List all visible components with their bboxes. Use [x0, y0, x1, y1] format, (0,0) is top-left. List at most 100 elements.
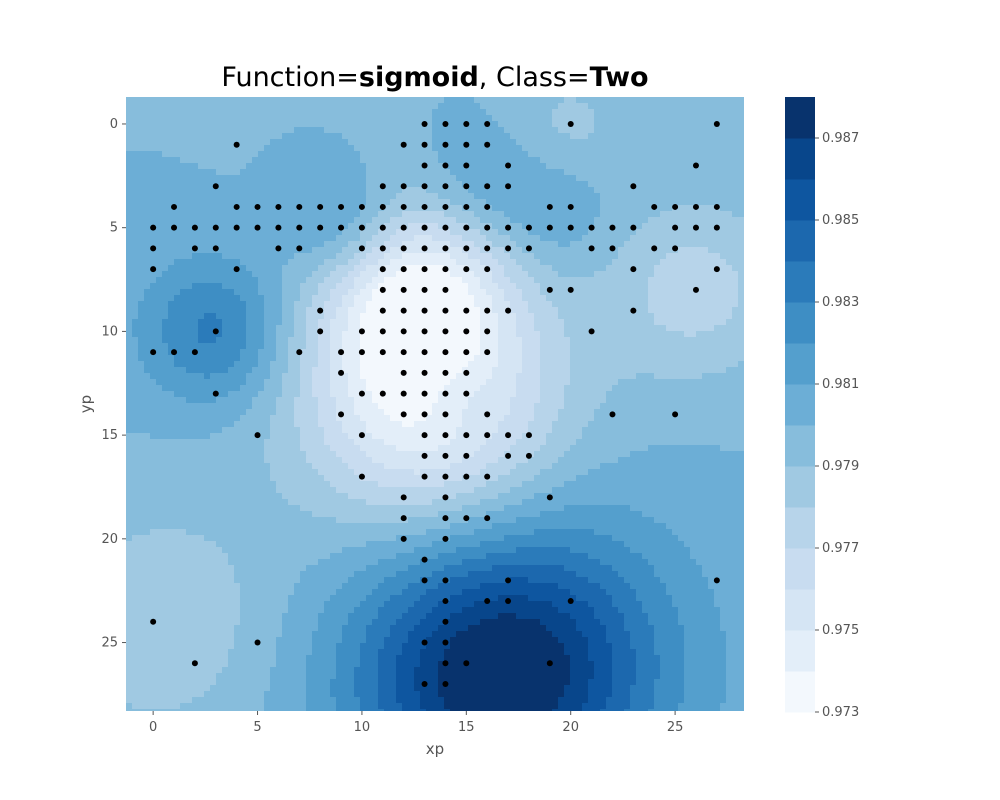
contour-cell — [636, 109, 643, 116]
contour-cell — [240, 211, 247, 218]
contour-cell — [402, 373, 409, 380]
contour-cell — [486, 331, 493, 338]
contour-cell — [372, 247, 379, 254]
contour-cell — [696, 277, 703, 284]
contour-cell — [696, 289, 703, 296]
contour-cell — [480, 271, 487, 278]
contour-cell — [738, 175, 744, 182]
contour-cell — [564, 103, 571, 110]
contour-cell — [600, 103, 607, 110]
contour-cell — [276, 199, 283, 206]
contour-cell — [234, 277, 241, 284]
contour-cell — [480, 229, 487, 236]
contour-cell — [540, 373, 547, 380]
contour-cell — [708, 127, 715, 134]
contour-cell — [540, 139, 547, 146]
contour-cell — [324, 145, 331, 152]
contour-cell — [522, 139, 529, 146]
contour-cell — [300, 265, 307, 272]
contour-cell — [228, 115, 235, 122]
contour-cell — [162, 319, 169, 326]
contour-cell — [174, 157, 181, 164]
contour-cell — [306, 307, 313, 314]
contour-cell — [264, 361, 271, 368]
contour-cell — [138, 349, 145, 356]
contour-cell — [666, 187, 673, 194]
contour-cell — [594, 367, 601, 374]
contour-cell — [354, 367, 361, 374]
contour-cell — [618, 289, 625, 296]
contour-cell — [468, 109, 475, 116]
contour-cell — [162, 223, 169, 230]
contour-cell — [624, 133, 631, 140]
contour-cell — [660, 211, 667, 218]
contour-cell — [420, 253, 427, 260]
contour-cell — [390, 241, 397, 248]
contour-cell — [738, 331, 744, 338]
contour-cell — [654, 271, 661, 278]
contour-cell — [384, 145, 391, 152]
contour-cell — [306, 295, 313, 302]
contour-cell — [522, 289, 529, 296]
contour-cell — [432, 289, 439, 296]
contour-cell — [570, 259, 577, 266]
contour-cell — [168, 253, 175, 260]
contour-cell — [174, 319, 181, 326]
contour-cell — [432, 331, 439, 338]
contour-cell — [282, 277, 289, 284]
contour-cell — [582, 121, 589, 128]
contour-cell — [336, 271, 343, 278]
contour-cell — [510, 211, 517, 218]
contour-cell — [726, 361, 733, 368]
contour-cell — [648, 157, 655, 164]
contour-cell — [492, 211, 499, 218]
contour-cell — [642, 241, 649, 248]
contour-cell — [300, 271, 307, 278]
contour-cell — [210, 313, 217, 320]
contour-cell — [198, 265, 205, 272]
contour-cell — [180, 253, 187, 260]
contour-cell — [600, 367, 607, 374]
contour-cell — [408, 175, 415, 182]
contour-cell — [252, 253, 259, 260]
contour-cell — [306, 139, 313, 146]
contour-cell — [660, 349, 667, 356]
contour-cell — [396, 181, 403, 188]
contour-cell — [246, 175, 253, 182]
contour-cell — [546, 283, 553, 290]
contour-cell — [210, 361, 217, 368]
contour-cell — [546, 295, 553, 302]
contour-cell — [666, 379, 673, 386]
contour-cell — [348, 349, 355, 356]
contour-cell — [438, 223, 445, 230]
contour-cell — [642, 169, 649, 176]
contour-cell — [468, 193, 475, 200]
contour-cell — [276, 175, 283, 182]
contour-cell — [150, 379, 157, 386]
contour-cell — [270, 307, 277, 314]
contour-cell — [714, 187, 721, 194]
contour-cell — [708, 319, 715, 326]
contour-cell — [528, 349, 535, 356]
contour-cell — [528, 145, 535, 152]
contour-cell — [660, 277, 667, 284]
contour-cell — [582, 235, 589, 242]
contour-cell — [468, 163, 475, 170]
contour-cell — [516, 343, 523, 350]
contour-cell — [180, 211, 187, 218]
contour-cell — [558, 97, 565, 104]
contour-cell — [684, 97, 691, 104]
contour-cell — [552, 115, 559, 122]
contour-cell — [222, 193, 229, 200]
contour-cell — [486, 241, 493, 248]
contour-cell — [534, 139, 541, 146]
contour-cell — [540, 211, 547, 218]
contour-cell — [288, 349, 295, 356]
contour-cell — [132, 373, 139, 380]
contour-cell — [564, 337, 571, 344]
contour-cell — [306, 193, 313, 200]
contour-cell — [420, 151, 427, 158]
contour-cell — [228, 181, 235, 188]
contour-cell — [156, 301, 163, 308]
contour-cell — [402, 295, 409, 302]
